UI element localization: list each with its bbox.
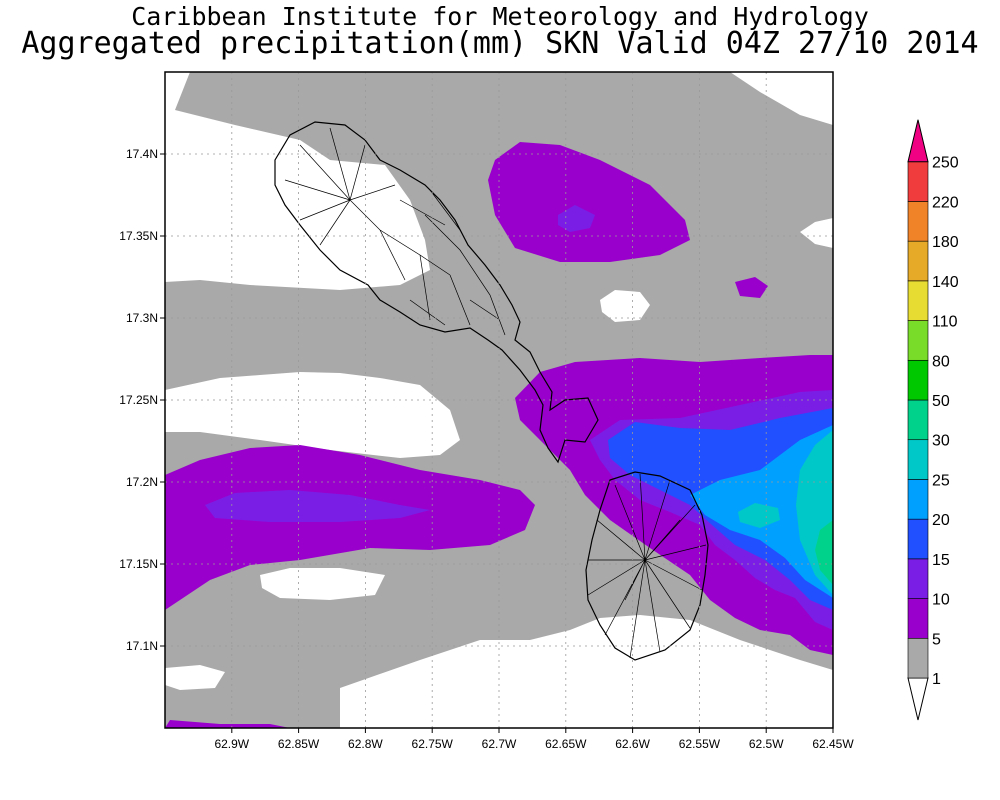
colorbar-label: 180 (932, 234, 959, 251)
lat-tick-label: 17.4N (126, 147, 158, 161)
map-gridlines (165, 72, 833, 728)
lon-tick-label: 62.45W (812, 737, 854, 751)
colorbar-label: 50 (932, 393, 950, 410)
colorbar-segment (907, 439, 929, 480)
colorbar-label: 10 (932, 592, 950, 609)
colorbar-label: 220 (932, 194, 959, 211)
colorbar-segment (907, 320, 929, 361)
island-outlines (274, 121, 709, 661)
colorbar-label: 110 (932, 314, 958, 331)
lon-tick-label: 62.75W (412, 737, 454, 751)
lat-tick-label: 17.2N (126, 475, 158, 489)
colorbar-segment (907, 201, 929, 242)
colorbar-label: 140 (932, 274, 959, 291)
lat-tick-label: 17.15N (119, 557, 158, 571)
colorbar-segment (907, 280, 929, 321)
lon-tick-label: 62.5W (749, 737, 784, 751)
colorbar-label: 1 (932, 671, 941, 688)
colorbar-label: 20 (932, 512, 950, 529)
title-product: Aggregated precipitation(mm) SKN Valid 0… (21, 26, 979, 61)
colorbar-segment (907, 558, 929, 599)
lon-tick-label: 62.7W (482, 737, 517, 751)
colorbar-high-arrow (907, 119, 929, 163)
lon-tick-label: 62.55W (679, 737, 721, 751)
colorbar-label: 15 (932, 552, 950, 569)
colorbar-segment (907, 637, 929, 679)
colorbar-segment (907, 598, 929, 639)
title-institute: Caribbean Institute for Meteorology and … (131, 2, 869, 31)
lat-tick-label: 17.25N (119, 393, 158, 407)
lat-tick-label: 17.1N (126, 639, 158, 653)
colorbar-segment (907, 359, 929, 401)
nevis-drainage-lines (587, 473, 707, 659)
colorbar-label: 30 (932, 433, 950, 450)
colorbar-segment (907, 240, 929, 282)
colorbar-label: 5 (932, 631, 941, 648)
colorbar-label: 25 (932, 472, 950, 489)
precip-below-1-zones (165, 72, 833, 728)
colorbar-label: 80 (932, 353, 950, 370)
lon-tick-label: 62.6W (615, 737, 650, 751)
nevis-island (585, 471, 709, 661)
precip-band-30-50 (815, 520, 833, 585)
lat-tick-label: 17.35N (119, 229, 158, 243)
lon-tick-label: 62.9W (214, 737, 249, 751)
lon-tick-label: 62.85W (278, 737, 320, 751)
lon-tick-label: 62.65W (545, 737, 587, 751)
lon-tick-label: 62.8W (348, 737, 383, 751)
colorbar-segment (907, 479, 929, 520)
colorbar-low-arrow (907, 677, 929, 721)
colorbar-label: 250 (932, 155, 959, 172)
colorbar-segment (907, 518, 929, 560)
lat-tick-label: 17.3N (126, 311, 158, 325)
colorbar-segment (907, 161, 929, 202)
st-kitts-drainage-lines (284, 127, 506, 336)
map-axes: 62.9W 62.85W 62.8W 62.75W 62.7W 62.65W 62.6W 62… (119, 147, 854, 751)
colorbar-segment (907, 399, 929, 441)
